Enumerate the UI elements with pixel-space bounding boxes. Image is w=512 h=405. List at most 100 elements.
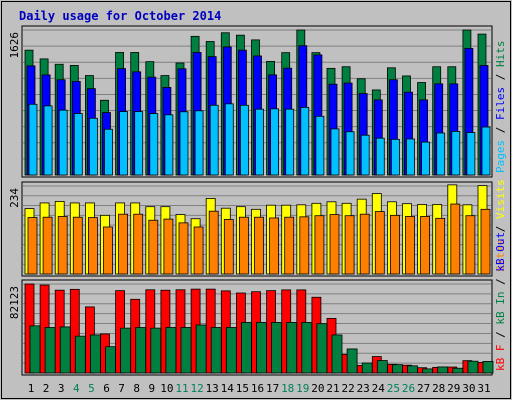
bar-sites-day-18 bbox=[284, 216, 295, 275]
bar-sites-day-3 bbox=[57, 216, 68, 275]
bar-kb_in-day-14 bbox=[225, 327, 237, 374]
bar-sites-day-20 bbox=[314, 215, 325, 275]
legend-item-kb_in: kB In bbox=[494, 292, 507, 325]
bar-kb_in-day-11 bbox=[180, 327, 192, 374]
bar-sites-day-28 bbox=[435, 217, 446, 275]
bar-kb_in-day-6 bbox=[105, 346, 116, 374]
bar-pages-day-27 bbox=[421, 141, 431, 176]
bar-kb_in-day-30 bbox=[467, 360, 479, 374]
bar-kb_in-day-18 bbox=[286, 321, 298, 374]
panel-visits-sites: 234 Sites / Visits bbox=[8, 179, 507, 277]
x-axis-day-labels: 1 2 3 4 5 6 7 8 9 10 11 12 13 14 15 16 17 18 19 20 21 22 23 24 2… bbox=[28, 382, 491, 395]
bar-pages-day-15 bbox=[239, 104, 249, 176]
bar-kb_in-day-1 bbox=[29, 325, 41, 374]
y-max-label: 82123 bbox=[8, 286, 21, 319]
bar-sites-day-11 bbox=[178, 222, 189, 275]
x-tick-label-day-22: 22 bbox=[341, 382, 354, 395]
bar-sites-day-14 bbox=[223, 219, 234, 275]
x-tick-label-day-21: 21 bbox=[326, 382, 339, 395]
bar-pages-day-20 bbox=[315, 115, 325, 176]
bar-sites-day-30 bbox=[465, 215, 476, 275]
bar-pages-day-8 bbox=[134, 111, 144, 176]
legend-item-hits: Hits bbox=[494, 41, 507, 68]
legend-item-files: Files bbox=[494, 87, 507, 120]
bar-kb_in-day-2 bbox=[44, 327, 56, 374]
bar-kb_in-day-8 bbox=[135, 327, 147, 374]
bar-pages-day-13 bbox=[209, 104, 219, 176]
x-tick-label-day-23: 23 bbox=[357, 382, 370, 395]
bar-pages-day-18 bbox=[285, 108, 295, 176]
bar-sites-day-10 bbox=[163, 218, 174, 275]
bar-pages-day-11 bbox=[179, 111, 189, 176]
bar-kb_in-day-10 bbox=[165, 327, 177, 374]
x-tick-label-day-28: 28 bbox=[432, 382, 445, 395]
x-tick-label-day-6: 6 bbox=[103, 382, 110, 395]
bar-kb_in-day-21 bbox=[331, 334, 343, 374]
bar-pages-day-31 bbox=[481, 126, 491, 176]
x-tick-label-day-31: 31 bbox=[477, 382, 490, 395]
bar-sites-day-21 bbox=[329, 214, 340, 275]
chart-title: Daily usage for October 2014 bbox=[19, 9, 221, 23]
bar-sites-day-8 bbox=[133, 213, 144, 275]
x-tick-label-day-9: 9 bbox=[148, 382, 155, 395]
x-tick-label-day-27: 27 bbox=[417, 382, 430, 395]
legend-item-sites: Sites bbox=[494, 239, 507, 272]
x-tick-label-day-18: 18 bbox=[281, 382, 294, 395]
bar-sites-day-26 bbox=[405, 216, 415, 275]
bar-pages-day-19 bbox=[300, 107, 310, 176]
panel-frame bbox=[21, 279, 493, 376]
bar-sites-day-25 bbox=[389, 214, 400, 275]
bar-sites-day-12 bbox=[193, 226, 204, 275]
bar-kb_in-day-26 bbox=[407, 365, 418, 374]
legend-visits-sites: Sites / Visits bbox=[494, 179, 507, 272]
x-tick-label-day-15: 15 bbox=[236, 382, 249, 395]
x-tick-label-day-29: 29 bbox=[447, 382, 460, 395]
panel-hits-files-pages: 1626 Pages / Files / Hits bbox=[8, 25, 507, 178]
x-tick-label-day-25: 25 bbox=[387, 382, 400, 395]
x-tick-label-day-12: 12 bbox=[190, 382, 203, 395]
x-tick-label-day-14: 14 bbox=[221, 382, 235, 395]
x-tick-label-day-2: 2 bbox=[43, 382, 50, 395]
bar-pages-day-24 bbox=[375, 137, 385, 176]
bar-sites-day-31 bbox=[480, 208, 491, 275]
legend-item-sep1: / bbox=[494, 325, 507, 345]
bar-pages-day-25 bbox=[390, 138, 400, 176]
bar-pages-day-1 bbox=[28, 103, 38, 176]
bar-sites-day-27 bbox=[420, 216, 431, 275]
x-tick-label-day-4: 4 bbox=[73, 382, 80, 395]
bar-sites-day-16 bbox=[254, 216, 264, 275]
bar-sites-day-22 bbox=[344, 215, 355, 275]
legend-item-kb_out: kB Out bbox=[494, 232, 507, 272]
panel-frame bbox=[21, 25, 493, 178]
bar-pages-day-26 bbox=[406, 138, 415, 176]
legend-item-visits: Visits bbox=[494, 179, 507, 219]
bar-kb_in-day-4 bbox=[74, 335, 86, 374]
x-tick-label-day-7: 7 bbox=[118, 382, 125, 395]
bar-kb_in-day-19 bbox=[301, 321, 313, 374]
bar-pages-day-21 bbox=[330, 128, 340, 176]
bar-sites-day-13 bbox=[208, 210, 219, 275]
x-tick-label-day-16: 16 bbox=[251, 382, 264, 395]
bar-kb_in-day-7 bbox=[120, 327, 131, 374]
legend-item-kb_f: kB F bbox=[494, 345, 507, 372]
x-tick-label-day-5: 5 bbox=[88, 382, 95, 395]
bar-sites-day-6 bbox=[103, 226, 113, 275]
bar-pages-day-17 bbox=[270, 108, 280, 176]
bar-sites-day-4 bbox=[72, 216, 83, 275]
bar-kb_in-day-16 bbox=[256, 321, 267, 374]
bar-sites-day-5 bbox=[88, 217, 98, 275]
bar-sites-day-9 bbox=[148, 219, 159, 275]
x-tick-label-day-20: 20 bbox=[311, 382, 324, 395]
legend-item-sep1: / bbox=[494, 120, 507, 140]
bar-kb_in-day-28 bbox=[437, 366, 449, 374]
chart-panels: 1626 Pages / Files / Hits 234 Sites / Visit… bbox=[8, 25, 507, 376]
bar-pages-day-6 bbox=[104, 128, 113, 176]
x-tick-label-day-3: 3 bbox=[58, 382, 65, 395]
bar-kb_in-day-20 bbox=[316, 323, 328, 374]
bar-kb_in-day-9 bbox=[150, 327, 162, 374]
bar-pages-day-16 bbox=[255, 108, 264, 176]
x-tick-label-day-24: 24 bbox=[372, 382, 386, 395]
bar-pages-day-29 bbox=[451, 130, 461, 176]
bar-kb_in-day-25 bbox=[391, 364, 403, 374]
